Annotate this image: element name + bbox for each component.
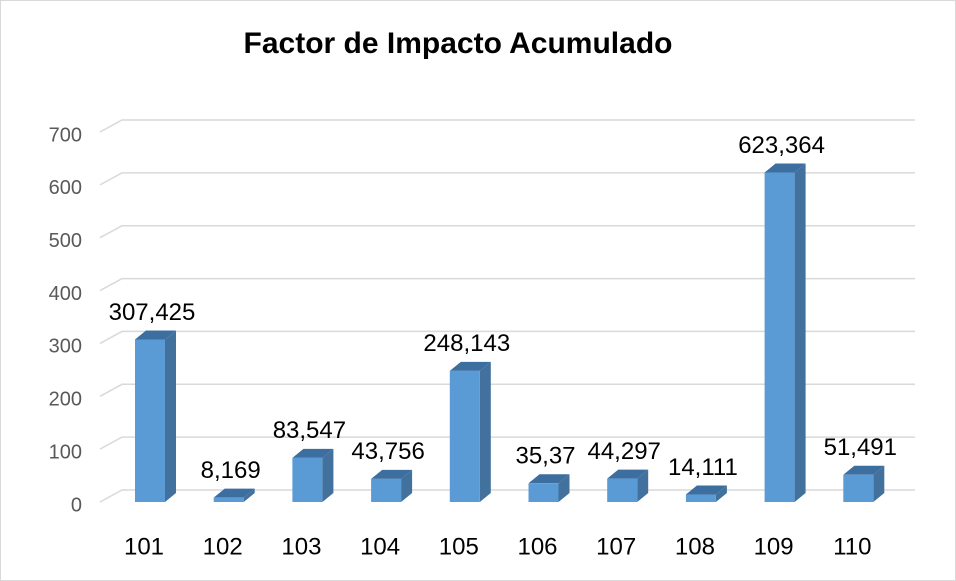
bar <box>685 494 716 502</box>
grid-line <box>99 172 915 186</box>
data-label: 248,143 <box>423 330 510 357</box>
data-label: 8,169 <box>201 457 261 484</box>
bar-side <box>637 469 649 502</box>
x-tick-label: 110 <box>833 533 871 560</box>
bar-top <box>685 485 727 495</box>
y-tick-label: 200 <box>49 389 82 411</box>
bar <box>607 478 638 502</box>
bar-top <box>449 361 491 371</box>
bar-top <box>843 465 885 475</box>
bar-top <box>292 448 334 458</box>
bar <box>213 497 244 502</box>
grid-line <box>99 489 915 503</box>
bar-top <box>371 469 413 479</box>
x-tick-label: 101 <box>124 533 164 560</box>
x-tick-label: 108 <box>675 533 715 560</box>
grid-line <box>99 383 915 397</box>
x-tick-label: 103 <box>281 533 321 560</box>
x-tick-label: 104 <box>360 533 400 560</box>
x-tick-label: 106 <box>517 533 557 560</box>
bar-side <box>794 163 806 502</box>
data-label: 44,297 <box>587 438 660 465</box>
data-label: 51,491 <box>824 434 897 461</box>
bar <box>843 474 874 502</box>
data-label: 43,756 <box>351 438 424 465</box>
grid-line <box>99 277 915 292</box>
y-tick-label: 0 <box>71 494 82 516</box>
y-tick-label: 100 <box>49 441 82 463</box>
x-tick-label: 109 <box>754 533 794 560</box>
bar <box>292 457 323 502</box>
bar-side <box>715 485 727 502</box>
bar-side <box>322 448 334 502</box>
grid-line <box>99 330 915 345</box>
chart-title: Factor de Impacto Acumulado <box>244 27 673 60</box>
y-tick-label: 600 <box>49 177 82 199</box>
grid-line <box>99 119 915 133</box>
bar-top <box>213 488 255 498</box>
bar-side <box>873 465 885 502</box>
y-tick-label: 300 <box>49 336 82 358</box>
bar-top <box>764 163 806 173</box>
data-label: 83,547 <box>273 417 346 444</box>
bar-top <box>528 474 570 484</box>
x-tick-label: 107 <box>596 533 636 560</box>
y-tick-label: 700 <box>49 124 82 146</box>
bar <box>449 370 480 502</box>
bar <box>135 339 165 502</box>
grid-line <box>99 436 915 450</box>
bar-side <box>165 330 176 502</box>
bar <box>764 172 795 502</box>
bar-side <box>558 474 570 502</box>
bar-side <box>401 469 413 502</box>
x-tick-label: 102 <box>203 533 243 560</box>
bar <box>371 478 402 502</box>
grid-line <box>99 224 915 239</box>
bar <box>528 483 559 502</box>
x-tick-label: 105 <box>439 533 479 560</box>
y-tick-label: 400 <box>49 283 82 305</box>
bar-side <box>243 488 255 502</box>
data-label: 307,425 <box>109 299 196 326</box>
data-label: 623,364 <box>738 132 825 159</box>
bar-top <box>135 330 176 340</box>
data-label: 35,37 <box>515 443 575 470</box>
y-tick-label: 500 <box>49 230 82 252</box>
bar-side <box>479 361 491 502</box>
bar-top <box>607 469 649 479</box>
data-label: 14,111 <box>668 454 738 481</box>
